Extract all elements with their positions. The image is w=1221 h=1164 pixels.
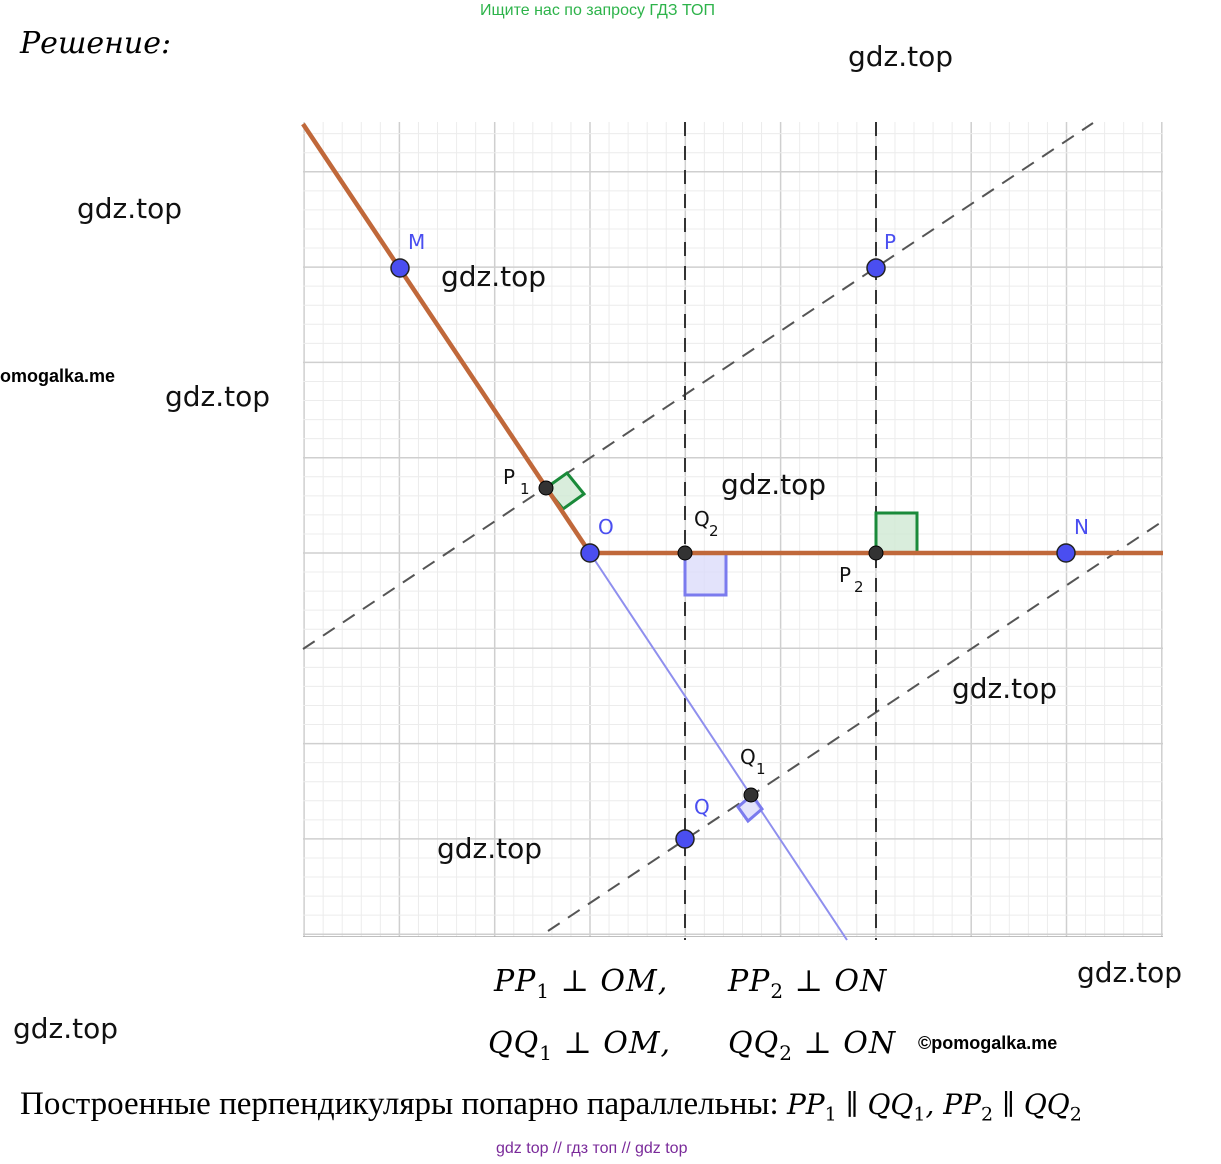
- watermark: gdz.top: [952, 672, 1058, 705]
- point-o: [580, 543, 600, 563]
- label-q: Q: [694, 795, 710, 819]
- dashed-line-through-q: [547, 520, 1164, 932]
- label-p: P: [884, 230, 896, 254]
- right-angle-mark-p2: [874, 511, 919, 555]
- label-q1-sub: 1: [756, 760, 766, 778]
- label-q2: Q: [694, 507, 710, 531]
- right-angle-mark-q2: [683, 551, 728, 597]
- watermark: gdz.top: [437, 832, 543, 865]
- point-n: [1056, 543, 1076, 563]
- point-q2: [677, 545, 693, 561]
- point-p: [866, 258, 886, 278]
- watermark: gdz.top: [441, 260, 547, 293]
- footer-links: gdz top // гдз топ // gdz top: [496, 1140, 688, 1157]
- search-banner: Ищите нас по запросу ГДЗ ТОП: [480, 2, 715, 19]
- watermark: gdz.top: [848, 40, 954, 73]
- grid: [303, 122, 1163, 937]
- point-q1: [743, 787, 759, 803]
- brand-mark-right: ©pomogalka.me: [918, 1033, 1058, 1053]
- label-m: M: [408, 230, 425, 254]
- point-p2: [868, 545, 884, 561]
- dashed-lines: [302, 122, 1164, 940]
- label-p2-sub: 2: [854, 578, 864, 596]
- label-n: N: [1074, 515, 1089, 539]
- watermark: gdz.top: [13, 1012, 119, 1045]
- watermark: gdz.top: [165, 380, 271, 413]
- point-m: [390, 258, 410, 278]
- label-q1: Q: [740, 745, 756, 769]
- label-p1-sub: 1: [520, 480, 530, 498]
- right-angle-mark-q1: [735, 792, 765, 824]
- label-p1: P: [503, 465, 515, 489]
- formula-qq2-perp-on: QQ2 ⊥ ON: [728, 1026, 897, 1065]
- formula-pp1-perp-om: PP1 ⊥ OM,: [494, 964, 669, 1003]
- label-o: O: [598, 515, 614, 539]
- watermark: gdz.top: [721, 468, 827, 501]
- formula-pp2-perp-on: PP2 ⊥ ON: [728, 964, 888, 1003]
- point-p1: [538, 480, 554, 496]
- point-q: [675, 829, 695, 849]
- conclusion-statement: Построенные перпендикуляры попарно парал…: [20, 1086, 1082, 1126]
- watermark: gdz.top: [77, 192, 183, 225]
- formula-qq1-perp-om: QQ1 ⊥ OM,: [488, 1026, 672, 1065]
- blue-line-oq1: [589, 552, 848, 941]
- solution-heading: Решение:: [20, 26, 172, 61]
- label-q2-sub: 2: [709, 522, 719, 540]
- watermark: gdz.top: [1077, 956, 1183, 989]
- label-p2: P: [839, 563, 851, 587]
- brand-mark-left: omogalka.me: [0, 366, 116, 386]
- ray-om: [301, 122, 592, 555]
